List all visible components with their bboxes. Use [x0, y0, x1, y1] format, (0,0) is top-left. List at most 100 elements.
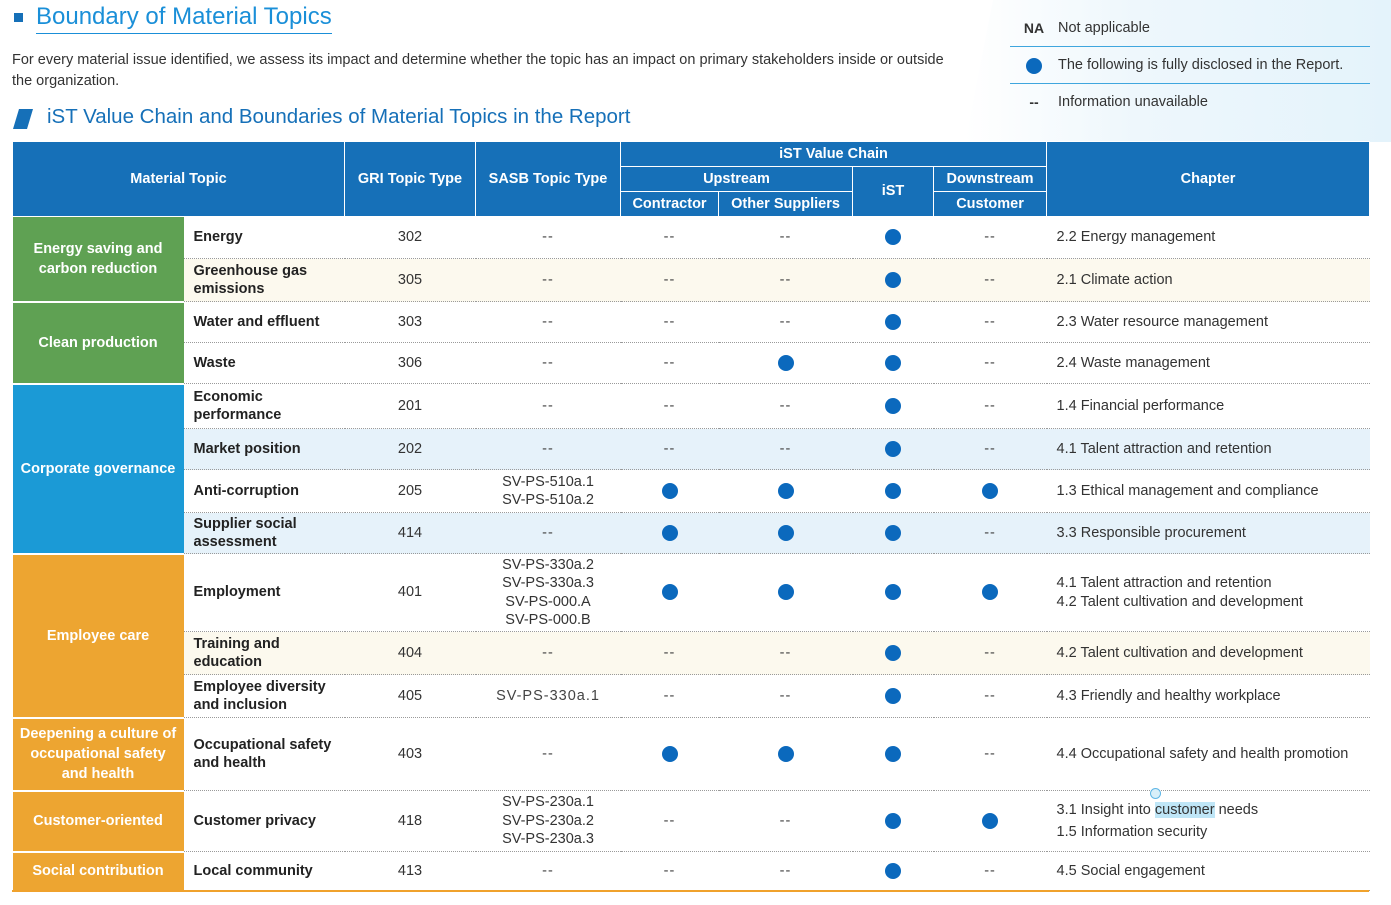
topic-cell: Water and effluent	[183, 301, 345, 343]
text-cursor-icon	[1150, 788, 1161, 799]
sasb-text: --	[542, 862, 554, 879]
chapter-cell: 4.5 Social engagement	[1046, 851, 1370, 891]
contractor-cell-text: --	[663, 644, 676, 661]
other-suppliers-cell-text: --	[779, 812, 792, 829]
header-downstream: Downstream	[933, 166, 1048, 192]
category-cell: Energy saving and carbon reduction	[12, 216, 184, 303]
contractor-cell	[620, 717, 719, 791]
table-row: Customer-oriented Customer privacy 418 SV-P…	[12, 790, 1370, 853]
sasb-code: SV-PS-510a.1	[502, 473, 594, 490]
chapter-cell: 1.3 Ethical management and compliance	[1046, 469, 1370, 513]
chapter-line: 4.2 Talent cultivation and development	[1056, 593, 1303, 610]
section-subtitle: iST Value Chain and Boundaries of Materi…	[47, 105, 631, 128]
other-suppliers-cell	[718, 342, 853, 384]
material-topics-table: Material Topic GRI Topic Type SASB Topic…	[11, 141, 1371, 892]
header-upstream: Upstream	[620, 166, 854, 192]
chapter-cell: 1.4 Financial performance	[1046, 383, 1370, 429]
contractor-cell-text: --	[663, 229, 676, 246]
legend-row-dot: The following is fully disclosed in the …	[1010, 47, 1370, 84]
ist-cell	[852, 469, 934, 513]
contractor-cell: --	[620, 383, 719, 429]
ist-cell	[852, 342, 934, 384]
disclosed-dot-icon	[661, 745, 678, 762]
header-sasb: SASB Topic Type	[475, 141, 622, 217]
chapter-cell: 4.4 Occupational safety and health promo…	[1046, 717, 1370, 791]
other-suppliers-cell: --	[718, 216, 853, 259]
sasb-code: SV-PS-230a.3	[502, 831, 594, 848]
disclosed-dot-icon	[777, 584, 794, 601]
sasb-code: SV-PS-000.A	[505, 593, 591, 610]
disclosed-dot-icon	[885, 584, 902, 601]
topic-cell: Supplier social assessment	[183, 512, 345, 554]
sasb-cell: --	[475, 342, 621, 384]
customer-cell: --	[933, 674, 1047, 718]
chapter-cell: 4.2 Talent cultivation and development	[1046, 631, 1370, 675]
sasb-cell: --	[475, 258, 621, 302]
other-suppliers-cell: --	[718, 428, 853, 470]
sasb-text: --	[542, 229, 554, 246]
table-row: Employee care Employment 401 SV-PS-330a.2 SV…	[12, 553, 1370, 719]
table-row: Social contribution Local community 413 -- -…	[12, 851, 1370, 892]
ist-cell	[852, 428, 934, 470]
highlighted-text: customer	[1154, 802, 1215, 818]
other-suppliers-cell-text: --	[779, 271, 792, 288]
category-cell: Social contribution	[12, 851, 184, 892]
table-row: Supplier social assessment 414 -- -- 3.3 Res…	[13, 512, 1370, 554]
contractor-cell: --	[620, 301, 719, 343]
topic-cell: Waste	[183, 342, 345, 384]
chapter-line: 1.5 Information security	[1056, 823, 1208, 840]
customer-cell	[933, 553, 1047, 632]
category-cell: Clean production	[12, 301, 184, 385]
customer-cell-text: --	[984, 687, 996, 704]
contractor-cell-text: --	[663, 397, 676, 414]
table-row: Training and education 404 -- -- -- -- 4.2 Tal…	[13, 631, 1370, 675]
legend-row-dash: -- Information unavailable	[1010, 84, 1370, 120]
ist-cell	[852, 851, 934, 891]
table-row: Corporate governance Economic performance…	[12, 383, 1370, 555]
gri-cell: 401	[344, 553, 476, 632]
disclosed-dot-icon	[1026, 57, 1042, 74]
ist-cell	[852, 216, 934, 259]
chapter-cell: 2.4 Waste management	[1046, 342, 1370, 384]
chapter-cell: 3.1 Insight into customer needs 1.5 Infor…	[1046, 790, 1370, 852]
chapter-text: needs	[1218, 802, 1259, 818]
customer-cell: --	[933, 301, 1047, 343]
other-suppliers-cell: --	[718, 258, 853, 302]
header-other-suppliers: Other Suppliers	[718, 191, 854, 217]
sasb-text: --	[542, 440, 554, 457]
chapter-cell: 4.3 Friendly and healthy workplace	[1046, 674, 1370, 718]
contractor-cell-text: --	[663, 271, 676, 288]
contractor-cell-text: --	[663, 440, 676, 457]
header-material-topic: Material Topic	[11, 141, 346, 217]
sasb-code: SV-PS-000.B	[505, 612, 591, 628]
customer-cell-text: --	[984, 271, 996, 288]
disclosed-dot-icon	[777, 524, 794, 541]
header-gri: GRI Topic Type	[344, 141, 477, 217]
topic-cell: Market position	[183, 428, 345, 470]
table-bottom-rule	[12, 890, 1369, 892]
gri-cell: 405	[344, 674, 476, 718]
sasb-cell: --	[475, 631, 621, 675]
other-suppliers-cell-text: --	[779, 229, 792, 246]
chapter-cell: 2.2 Energy management	[1046, 216, 1370, 259]
gri-cell: 202	[344, 428, 476, 470]
category-cell: Employee care	[12, 553, 184, 719]
sasb-cell: --	[475, 216, 621, 259]
header-chapter: Chapter	[1046, 141, 1371, 217]
table-row: Energy saving and carbon reduction Energy…	[12, 216, 1370, 303]
chapter-cell: 2.3 Water resource management	[1046, 301, 1370, 343]
table-row: Deepening a culture of occupational safe…	[12, 717, 1370, 792]
disclosed-dot-icon	[661, 584, 678, 601]
chapter-cell: 4.1 Talent attraction and retention 4.2 T…	[1046, 553, 1370, 632]
disclosed-dot-icon	[885, 812, 902, 829]
sasb-cell: SV-PS-510a.1 SV-PS-510a.2	[475, 469, 621, 513]
chapter-text: 3.1 Insight into	[1056, 802, 1151, 818]
customer-cell	[933, 790, 1047, 852]
other-suppliers-cell	[718, 553, 853, 632]
legend-dot-label: The following is fully disclosed in the …	[1058, 57, 1344, 73]
customer-cell-text: --	[984, 524, 996, 541]
other-suppliers-cell-text: --	[779, 862, 792, 879]
topic-cell: Employment	[183, 553, 345, 632]
ist-cell	[852, 512, 934, 554]
table-row: Greenhouse gas emissions 305 -- -- -- -- 2.1 C…	[13, 258, 1370, 302]
